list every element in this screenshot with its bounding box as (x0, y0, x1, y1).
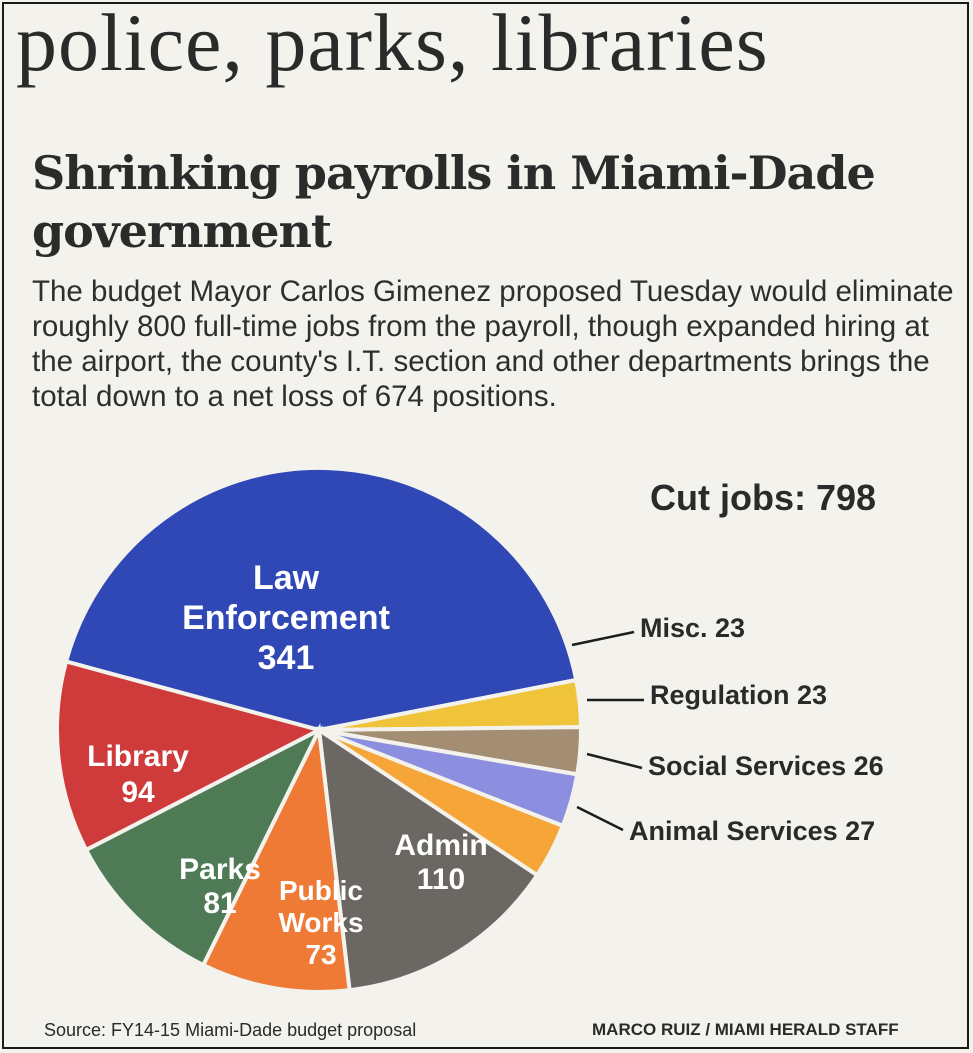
callout-label-social-services: Social Services 26 (648, 751, 884, 781)
pie-slice-public-works (200, 723, 352, 994)
pie-chart: Law Enforcement 341 Misc. 23 Regulation 23 So… (55, 465, 884, 994)
source-note: Source: FY14-15 Miami-Dade budget propos… (44, 1020, 417, 1040)
callout-label-regulation: Regulation 23 (650, 680, 827, 710)
pie-slice-library (55, 659, 325, 853)
slice-label-parks: Parks 81 (179, 853, 261, 920)
pie-slice-parks (83, 725, 324, 968)
slice-label-public-works: Public Works 73 (278, 875, 363, 970)
total-cut-jobs: Cut jobs: 798 (650, 477, 877, 518)
credit-line: MARCO RUIZ / MIAMI HERALD STAFF (592, 1020, 899, 1039)
leader-line-animal-services (576, 805, 624, 832)
leader-line-social-services (586, 752, 643, 770)
leader-line-misc (571, 630, 635, 647)
chart-headline: Shrinking payrolls in Miami-Dade governm… (32, 146, 876, 258)
slice-label-law-enforcement: Law Enforcement 341 (182, 559, 390, 677)
slice-label-library: Library 94 (87, 740, 189, 809)
pie-slice-law-enforcement (63, 465, 579, 733)
callout-label-misc: Misc. 23 (640, 613, 745, 643)
banner-headline: police, parks, libraries (16, 2, 769, 88)
slice-label-admin: Admin 110 (394, 829, 487, 896)
callout-label-animal-services: Animal Services 27 (629, 816, 875, 846)
chart-description: The budget Mayor Carlos Gimenez proposed… (32, 275, 954, 413)
pie-slice-admin (316, 725, 540, 993)
